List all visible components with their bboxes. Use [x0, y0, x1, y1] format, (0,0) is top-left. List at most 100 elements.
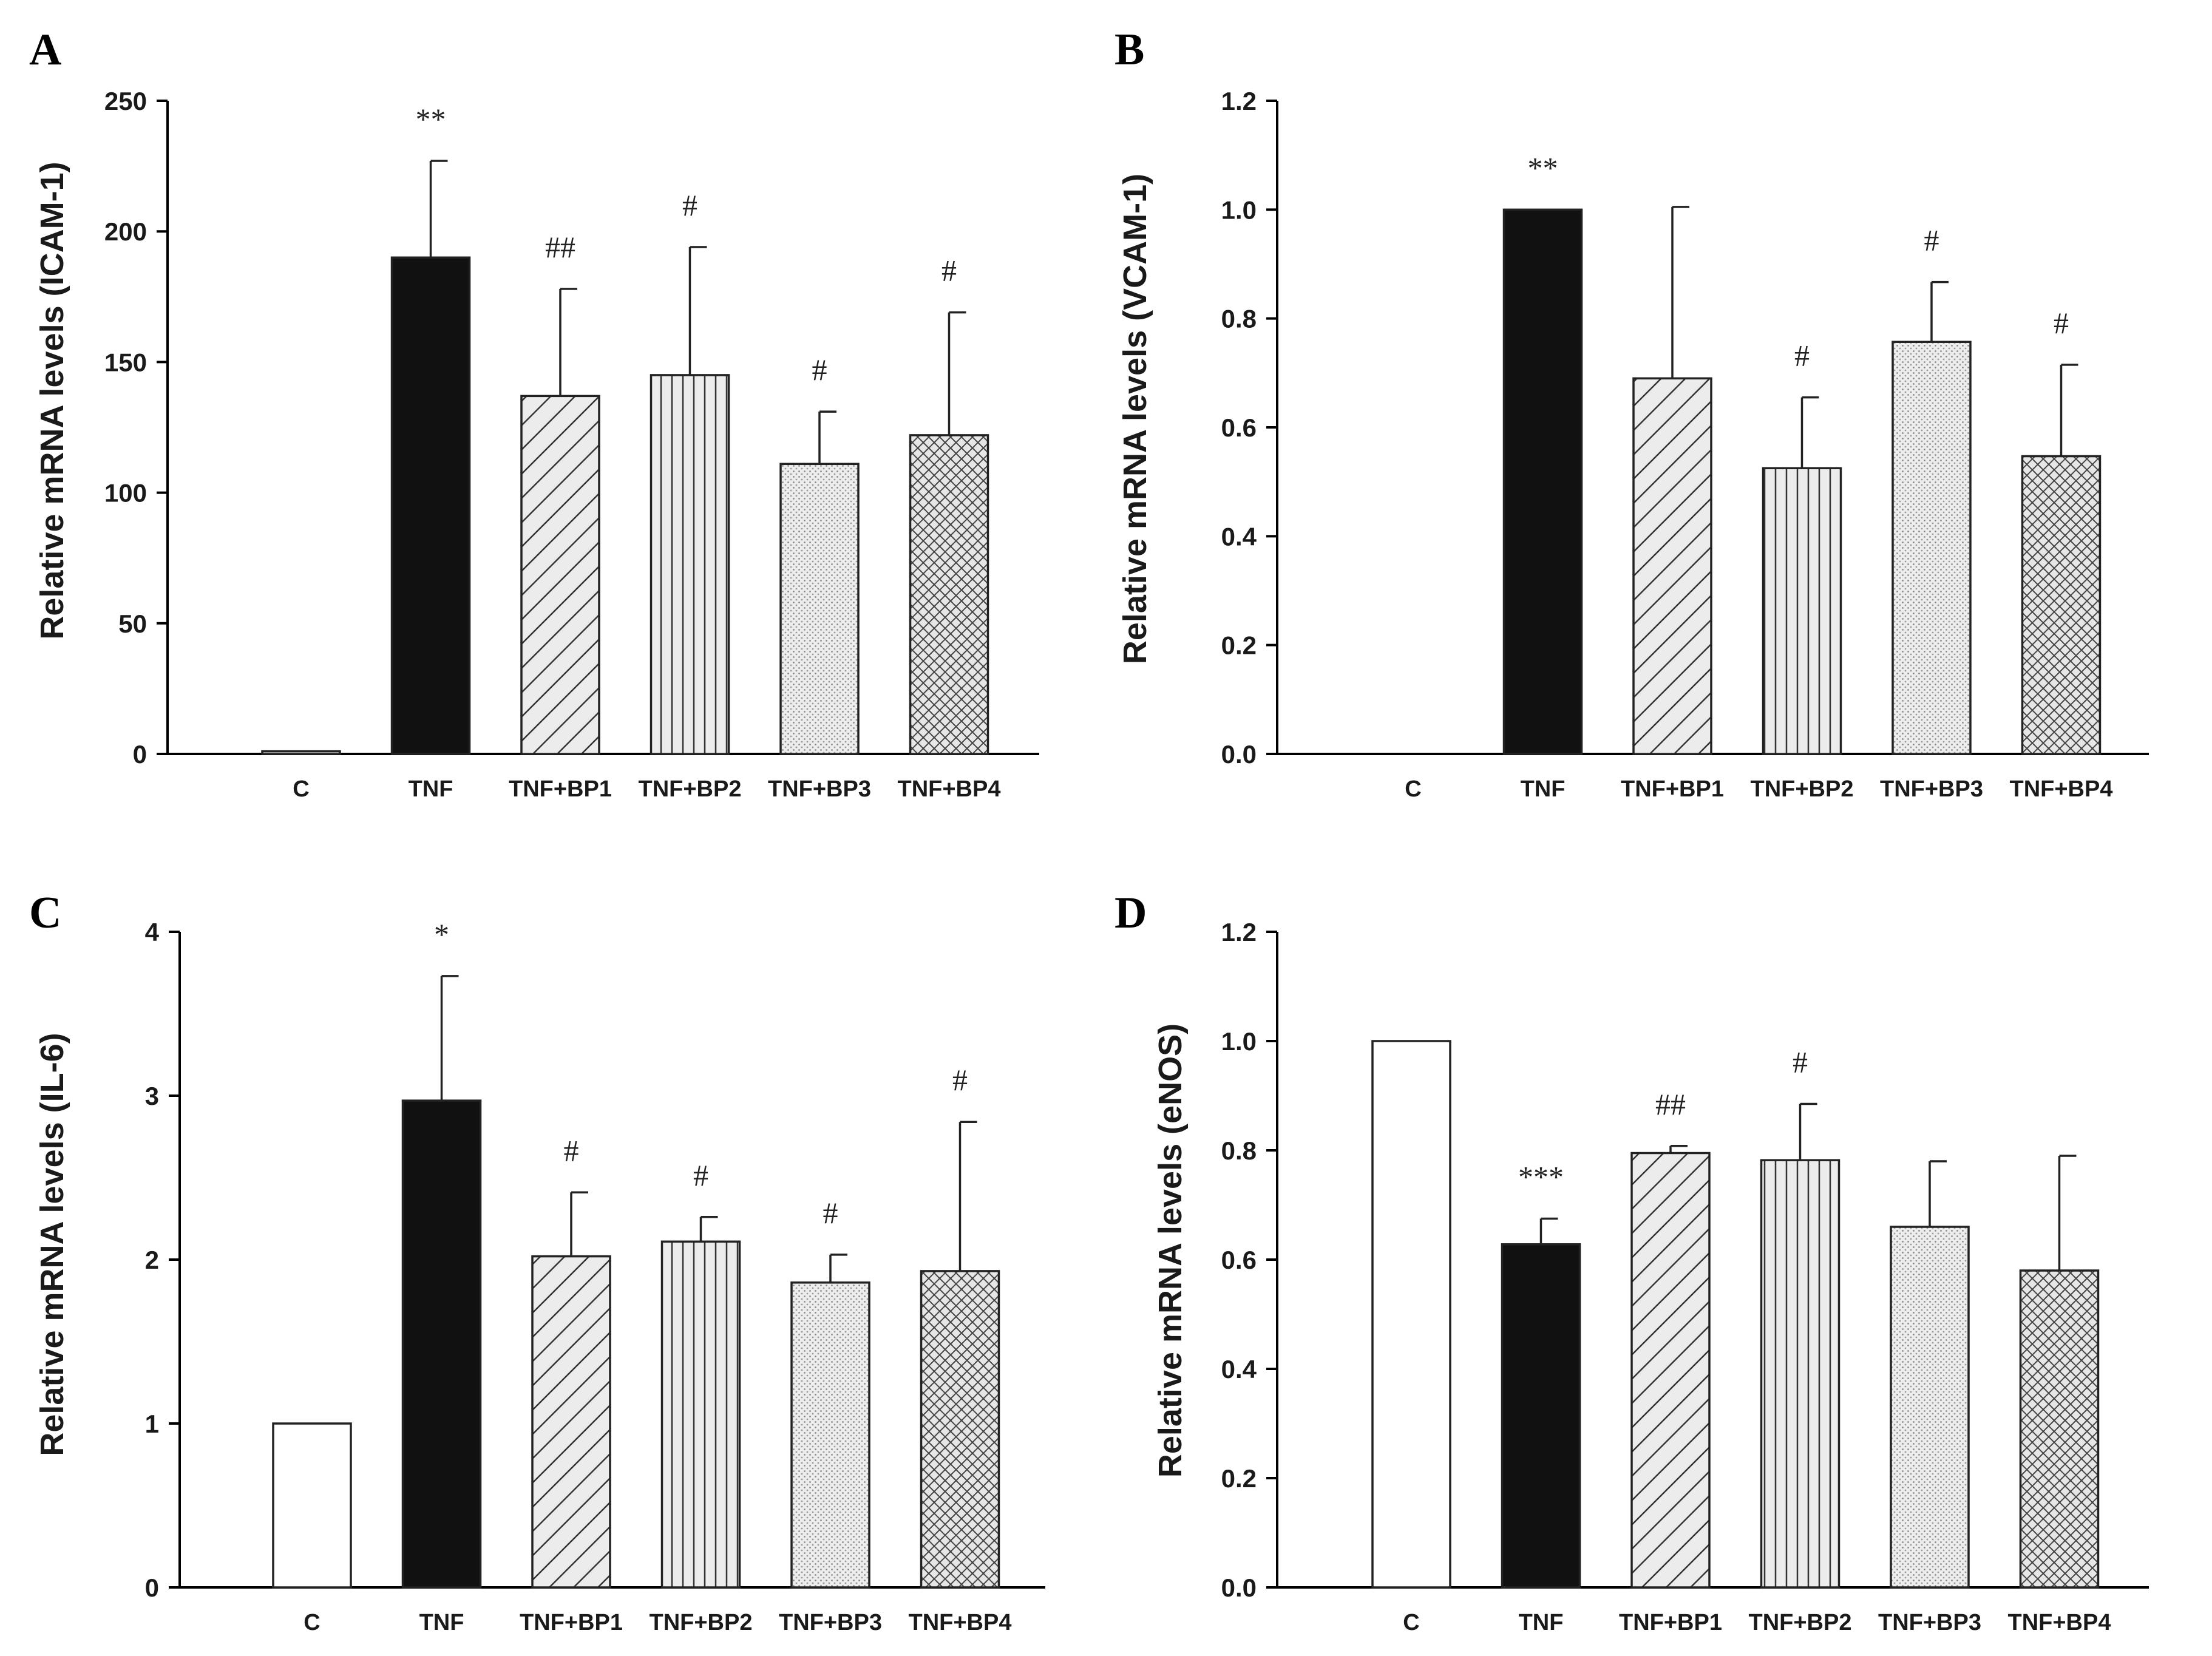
y-tick-label: 0.4	[1221, 522, 1257, 551]
x-tick-label: TNF	[419, 1610, 464, 1635]
x-tick-label: C	[1403, 1610, 1419, 1635]
x-tick-label: TNF+BP3	[1880, 776, 1983, 802]
y-tick-label: 4	[145, 918, 160, 946]
bar	[1371, 1040, 1451, 1589]
y-axis-label: Relative mRNA levels (VCAM-1)	[1117, 174, 1153, 664]
y-tick-label: 100	[104, 479, 147, 507]
x-tick-label: TNF+BP1	[1621, 776, 1724, 802]
x-tick-label: TNF	[1521, 776, 1566, 802]
panel-letter: D	[1114, 888, 1147, 938]
bar	[1502, 208, 1583, 755]
x-tick-label: C	[1405, 776, 1421, 802]
bar	[1891, 341, 1972, 755]
bar	[2019, 1269, 2100, 1589]
panel-d: D Relative mRNA levels (eNOS) 0.00.20.40…	[1114, 888, 2149, 1635]
plot-area: 0 1 2 3 4 C TNF * TNF+BP1 # TNF+BP2 # TNF+BP3 # TNF+BP…	[145, 917, 1045, 1635]
bar	[650, 374, 730, 755]
bar	[909, 434, 989, 755]
x-tick-label: TNF+BP2	[650, 1610, 753, 1635]
y-tick-label: 0.6	[1221, 413, 1257, 442]
plot-area: 0.0 0.2 0.4 0.6 0.8 1.0 1.2 C TNF ** TNF+BP1 TNF+BP…	[1221, 87, 2149, 802]
x-tick-label: TNF	[1519, 1610, 1564, 1635]
significance-marker: #	[941, 254, 957, 288]
significance-marker: #	[1924, 223, 1939, 257]
x-tick-label: TNF+BP3	[779, 1610, 882, 1635]
bar	[390, 256, 471, 755]
x-tick-label: C	[293, 776, 309, 802]
y-tick-label: 200	[104, 217, 147, 246]
y-tick-label: 150	[104, 348, 147, 376]
y-tick-label: 0	[133, 740, 147, 769]
significance-marker: ##	[1655, 1087, 1686, 1121]
bar	[1760, 1159, 1841, 1589]
y-tick-label: 0.0	[1221, 740, 1257, 769]
y-tick-label: 3	[145, 1082, 159, 1110]
y-tick-label: 1	[145, 1410, 159, 1438]
significance-marker: ##	[545, 230, 575, 264]
significance-marker: #	[2054, 306, 2069, 340]
x-tick-label: TNF+BP1	[520, 1610, 623, 1635]
panel-letter: A	[29, 25, 61, 75]
significance-marker: #	[823, 1196, 838, 1230]
y-tick-label: 0	[145, 1573, 159, 1602]
bar	[261, 750, 341, 755]
significance-marker: #	[1794, 339, 1810, 373]
significance-marker: *	[434, 917, 449, 951]
y-tick-label: 0.6	[1221, 1246, 1257, 1274]
significance-marker: #	[952, 1063, 968, 1097]
x-tick-label: TNF+BP4	[2010, 776, 2113, 802]
x-tick-label: TNF	[409, 776, 453, 802]
panel-letter: C	[29, 888, 61, 938]
bar	[920, 1270, 1000, 1589]
significance-marker: **	[1528, 151, 1558, 185]
y-tick-label: 0.8	[1221, 1136, 1257, 1165]
significance-marker: #	[812, 353, 827, 387]
y-tick-label: 1.0	[1221, 195, 1257, 224]
bar	[660, 1240, 741, 1589]
significance-marker: #	[693, 1158, 708, 1192]
bar	[2021, 455, 2102, 755]
y-tick-label: 0.4	[1221, 1355, 1257, 1383]
bar	[790, 1281, 870, 1589]
panel-a: A Relative mRNA levels (ICAM-1) 0 50 100 15…	[29, 25, 1039, 802]
significance-marker: #	[1793, 1045, 1808, 1079]
bar	[1762, 467, 1842, 755]
y-tick-label: 250	[104, 87, 147, 115]
x-tick-label: C	[304, 1610, 320, 1635]
significance-marker: #	[564, 1133, 579, 1167]
y-axis-label: Relative mRNA levels (eNOS)	[1152, 1023, 1189, 1478]
bar	[1890, 1226, 1970, 1589]
significance-marker: **	[416, 102, 446, 136]
y-tick-label: 1.0	[1221, 1027, 1257, 1056]
y-axis-label: Relative mRNA levels (ICAM-1)	[34, 161, 70, 639]
y-tick-label: 0.8	[1221, 305, 1257, 333]
x-tick-label: TNF+BP4	[909, 1610, 1012, 1635]
significance-marker: ***	[1518, 1160, 1564, 1194]
bar	[401, 1099, 482, 1589]
x-tick-label: TNF+BP2	[1749, 1610, 1852, 1635]
panel-c: C Relative mRNA levels (IL-6) 0 1 2 3 4 C TNF *…	[29, 888, 1045, 1635]
x-tick-label: TNF+BP3	[1878, 1610, 1981, 1635]
y-tick-label: 0.2	[1221, 1464, 1257, 1493]
x-tick-label: TNF+BP3	[768, 776, 871, 802]
y-tick-label: 0.2	[1221, 631, 1257, 660]
plot-area: 0.0 0.2 0.4 0.6 0.8 1.0 1.2 C TNF *** TNF+BP1 ## TNF…	[1221, 918, 2149, 1635]
x-tick-label: TNF+BP4	[2008, 1610, 2111, 1635]
bar	[531, 1255, 611, 1589]
bar	[272, 1422, 352, 1589]
x-tick-label: TNF+BP2	[1751, 776, 1854, 802]
y-tick-label: 2	[145, 1246, 159, 1274]
x-tick-label: TNF+BP4	[898, 776, 1001, 802]
x-tick-label: TNF+BP1	[1619, 1610, 1722, 1635]
bar	[1501, 1243, 1581, 1589]
x-tick-label: TNF+BP2	[639, 776, 742, 802]
bar	[779, 463, 860, 755]
y-tick-label: 0.0	[1221, 1573, 1257, 1602]
panel-b: B Relative mRNA levels (VCAM-1) 0.0 0.2 0.…	[1114, 25, 2149, 802]
panel-letter: B	[1114, 25, 1144, 75]
bar	[520, 395, 600, 755]
y-axis-label: Relative mRNA levels (IL-6)	[34, 1033, 70, 1456]
y-tick-label: 1.2	[1221, 918, 1257, 946]
significance-marker: #	[682, 188, 697, 222]
